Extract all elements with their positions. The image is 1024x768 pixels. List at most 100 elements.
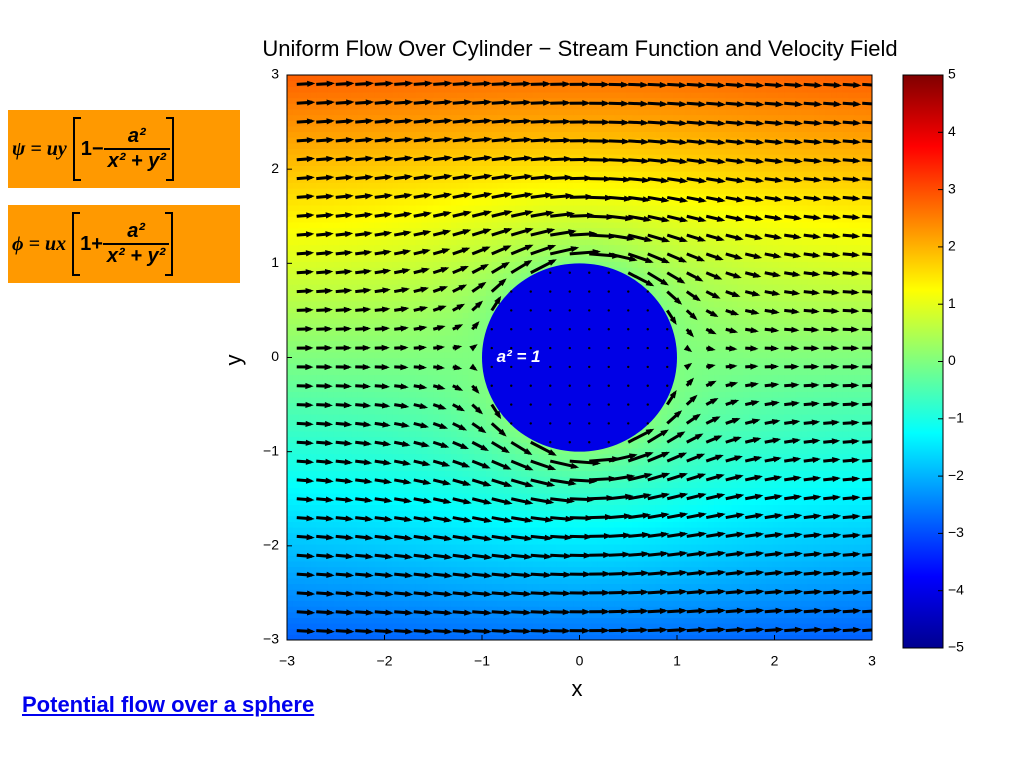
field-cell <box>339 108 347 116</box>
field-cell <box>409 323 417 330</box>
field-cell <box>439 617 446 624</box>
field-cell <box>304 425 311 432</box>
field-cell <box>363 408 370 415</box>
field-cell <box>421 125 428 133</box>
field-cell <box>427 481 434 489</box>
field-cell <box>287 459 294 466</box>
field-cell <box>521 634 528 640</box>
field-cell <box>310 617 317 624</box>
field-cell <box>491 204 499 212</box>
field-cell <box>322 538 329 545</box>
field-cell <box>339 278 347 285</box>
field-cell <box>333 86 341 93</box>
field-cell <box>450 617 458 624</box>
field-cell <box>333 408 341 415</box>
field-cell <box>351 617 358 624</box>
field-cell <box>509 182 516 189</box>
field-cell <box>468 414 475 421</box>
field-cell <box>538 481 545 489</box>
field-cell <box>433 634 440 640</box>
field-cell <box>550 154 557 161</box>
field-cell <box>339 374 347 381</box>
field-cell <box>509 238 516 246</box>
field-cell <box>368 606 376 613</box>
field-cell <box>386 272 393 279</box>
field-cell <box>480 521 487 528</box>
field-cell <box>345 549 352 556</box>
field-cell <box>374 238 382 246</box>
field-cell <box>310 165 317 172</box>
field-cell <box>310 131 317 138</box>
field-cell <box>480 402 487 409</box>
field-cell <box>386 459 393 466</box>
field-cell <box>368 357 376 364</box>
field-cell <box>480 216 487 223</box>
field-cell <box>444 380 452 387</box>
field-cell <box>450 600 458 607</box>
field-cell <box>409 295 417 302</box>
field-cell <box>404 583 411 590</box>
field-cell <box>538 510 545 517</box>
field-cell <box>386 346 393 353</box>
field-cell <box>409 284 417 291</box>
field-cell <box>532 447 540 455</box>
field-cell <box>474 103 481 110</box>
field-cell <box>439 504 446 511</box>
field-cell <box>368 312 376 319</box>
field-cell <box>433 555 440 562</box>
field-cell <box>474 380 481 387</box>
field-cell <box>409 521 417 528</box>
field-cell <box>497 623 505 630</box>
field-cell <box>380 617 388 624</box>
field-cell <box>515 142 522 150</box>
field-cell <box>503 436 510 443</box>
field-cell <box>462 504 469 511</box>
field-cell <box>509 623 516 630</box>
field-cell <box>503 103 510 110</box>
field-cell <box>404 91 411 99</box>
field-cell <box>450 527 458 534</box>
field-cell <box>415 510 423 517</box>
field-cell <box>532 233 540 240</box>
field-cell <box>515 199 522 206</box>
field-cell <box>351 306 358 313</box>
field-cell <box>561 476 569 483</box>
field-cell <box>304 357 311 364</box>
field-cell <box>515 131 522 138</box>
field-cell <box>503 86 510 93</box>
field-cell <box>556 583 563 590</box>
field-cell <box>509 560 516 568</box>
field-cell <box>398 154 405 161</box>
field-cell <box>392 142 399 150</box>
field-cell <box>427 583 434 590</box>
field-cell <box>532 611 540 618</box>
field-cell <box>287 306 294 313</box>
field-cell <box>386 368 393 376</box>
field-cell <box>439 199 446 206</box>
field-cell <box>386 414 393 421</box>
field-cell <box>532 583 540 590</box>
field-cell <box>444 329 452 336</box>
field-cell <box>556 447 563 455</box>
field-cell <box>526 577 534 585</box>
field-cell <box>532 549 540 556</box>
field-cell <box>544 114 551 121</box>
field-cell <box>567 594 575 602</box>
field-cell <box>298 368 306 376</box>
field-cell <box>298 442 306 449</box>
field-cell <box>515 255 522 263</box>
field-cell <box>421 408 428 415</box>
field-cell <box>292 97 300 104</box>
field-cell <box>450 498 458 505</box>
field-cell <box>526 476 534 483</box>
field-cell <box>433 91 440 99</box>
field-cell <box>292 623 300 630</box>
field-cell <box>474 583 481 590</box>
field-cell <box>292 606 300 613</box>
field-cell <box>526 255 534 263</box>
field-cell <box>310 368 317 376</box>
field-cell <box>415 289 423 296</box>
field-cell <box>409 182 417 189</box>
field-cell <box>573 617 581 624</box>
field-cell <box>316 606 323 613</box>
